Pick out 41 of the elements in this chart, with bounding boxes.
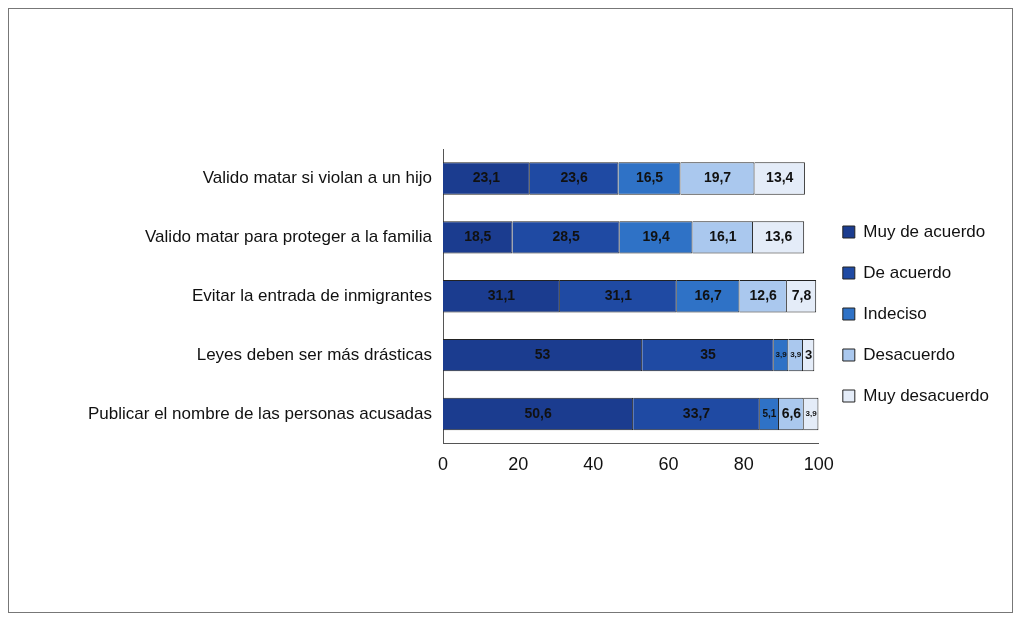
x-tick-label: 40 <box>583 454 604 475</box>
data-label: 35 <box>700 345 716 362</box>
legend-label: Muy desacuerdo <box>863 385 990 405</box>
x-tick-label: 0 <box>437 454 449 475</box>
data-label: 28,5 <box>552 228 580 245</box>
data-label: 19,7 <box>703 169 732 186</box>
legend-label: Muy de acuerdo <box>863 221 986 241</box>
x-tick-label: 80 <box>733 454 754 475</box>
data-label: 13,4 <box>766 169 794 186</box>
data-label: 31,1 <box>487 287 516 304</box>
data-label: 50,6 <box>524 404 552 421</box>
data-label: 53 <box>534 345 551 362</box>
legend-label: De acuerdo <box>863 262 952 282</box>
y-tick-label: Valido matar para proteger a la familia <box>145 227 433 247</box>
legend-label: Indeciso <box>863 303 927 323</box>
data-label: 31,1 <box>604 287 633 304</box>
data-label: 16,7 <box>694 287 722 304</box>
data-label: 19,4 <box>642 228 670 245</box>
data-label: 3 <box>805 346 813 362</box>
data-label: 5,1 <box>762 407 777 419</box>
data-label: 6,6 <box>781 404 802 421</box>
data-label: 7,8 <box>791 287 812 304</box>
data-label: 16,1 <box>709 228 737 245</box>
data-label: 13,6 <box>764 228 793 245</box>
data-label: 23,6 <box>560 169 588 186</box>
data-label: 3,9 <box>805 409 818 419</box>
data-label: 3,9 <box>790 350 802 360</box>
y-tick-label: Publicar el nombre de las personas acusadas <box>88 403 432 423</box>
legend-label: Desacuerdo <box>863 344 955 364</box>
y-tick-label: Leyes deben ser más drásticas <box>196 344 432 364</box>
data-label: 18,5 <box>464 228 492 245</box>
y-tick-label: Evitar la entrada de inmigrantes <box>191 285 432 305</box>
data-label: 12,6 <box>749 287 778 304</box>
data-label: 33,7 <box>682 404 711 421</box>
y-tick-label: Valido matar si violan a un hijo <box>202 168 432 188</box>
data-label: 3,9 <box>775 350 788 360</box>
x-tick-label: 100 <box>803 454 834 475</box>
x-tick-label: 20 <box>508 454 529 475</box>
data-label: 16,5 <box>635 169 664 186</box>
x-tick-label: 60 <box>658 454 679 475</box>
data-label: 23,1 <box>472 169 501 186</box>
